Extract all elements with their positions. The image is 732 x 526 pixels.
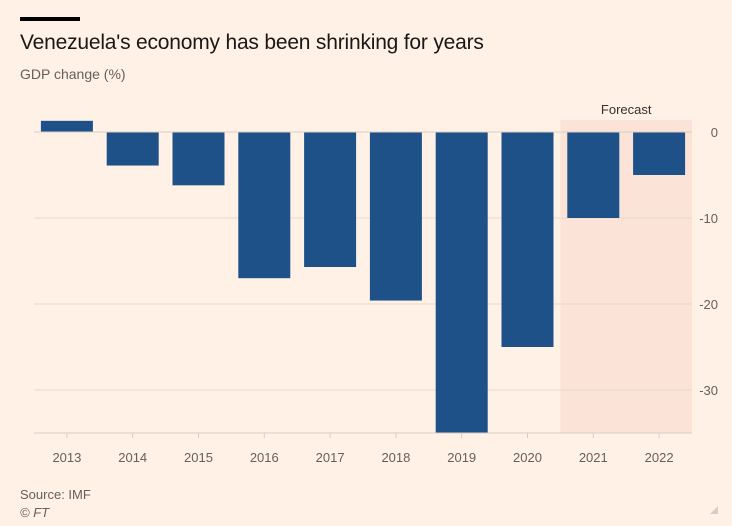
- copyright-note: © FT: [20, 505, 50, 520]
- bar-2013: [40, 120, 93, 132]
- bar-2018: [369, 132, 422, 301]
- bar-2020: [501, 132, 554, 347]
- x-tick-label: 2014: [118, 450, 147, 465]
- x-tick-label: 2021: [579, 450, 608, 465]
- chart-title: Venezuela's economy has been shrinking f…: [20, 31, 484, 54]
- source-note: Source: IMF: [20, 487, 91, 502]
- x-tick-label: 2019: [447, 450, 476, 465]
- y-tick-label: -20: [699, 297, 718, 312]
- chart-subtitle: GDP change (%): [20, 66, 126, 82]
- x-tick-label: 2016: [250, 450, 279, 465]
- bar-2014: [106, 132, 159, 166]
- bar-2021: [567, 132, 620, 218]
- bar-2016: [238, 132, 291, 279]
- forecast-label: Forecast: [601, 102, 652, 117]
- y-tick-label: 0: [711, 125, 718, 140]
- bar-2015: [172, 132, 225, 186]
- bar-2022: [633, 132, 686, 175]
- y-tick-label: -10: [699, 211, 718, 226]
- x-tick-label: 2022: [645, 450, 674, 465]
- x-tick-label: 2017: [316, 450, 345, 465]
- x-tick-label: 2018: [381, 450, 410, 465]
- bar-2017: [304, 132, 357, 268]
- bar-2019: [435, 132, 488, 433]
- resize-handle-icon: [710, 506, 718, 514]
- title-accent-bar: [20, 17, 80, 21]
- x-tick-label: 2013: [52, 450, 81, 465]
- x-tick-label: 2020: [513, 450, 542, 465]
- y-tick-label: -30: [699, 383, 718, 398]
- x-tick-label: 2015: [184, 450, 213, 465]
